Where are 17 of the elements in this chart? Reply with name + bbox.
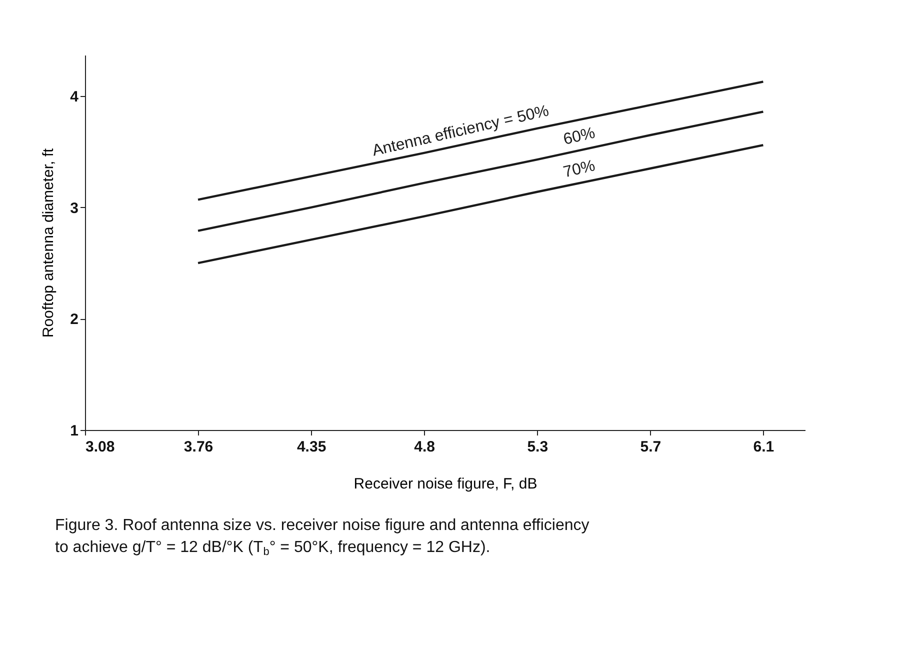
- text: 60%: [562, 124, 597, 149]
- y-tick-label: 1: [70, 422, 78, 440]
- x-tick-label: 6.1: [753, 438, 774, 456]
- x-tick-label: 5.3: [527, 438, 548, 456]
- x-axis-title: Receiver noise figure, F, dB: [354, 476, 538, 492]
- y-axis-title: Rooftop antenna diameter, ft: [40, 148, 58, 338]
- x-tick-label: 3.76: [184, 438, 214, 456]
- x-tick-label: 4.8: [414, 438, 436, 456]
- x-tick-label: 4.35: [296, 438, 326, 456]
- y-tick-label: 4: [70, 88, 80, 106]
- text: 70%: [562, 157, 597, 182]
- line-series: [196, 80, 764, 201]
- x-tick-label: 5.7: [640, 438, 662, 456]
- y-tick-label: 2: [70, 311, 78, 328]
- x-tick-label: 3.08: [86, 438, 115, 456]
- y-tick-label: 3: [70, 200, 78, 217]
- text: Antenna efficiency = 50%: [370, 102, 551, 160]
